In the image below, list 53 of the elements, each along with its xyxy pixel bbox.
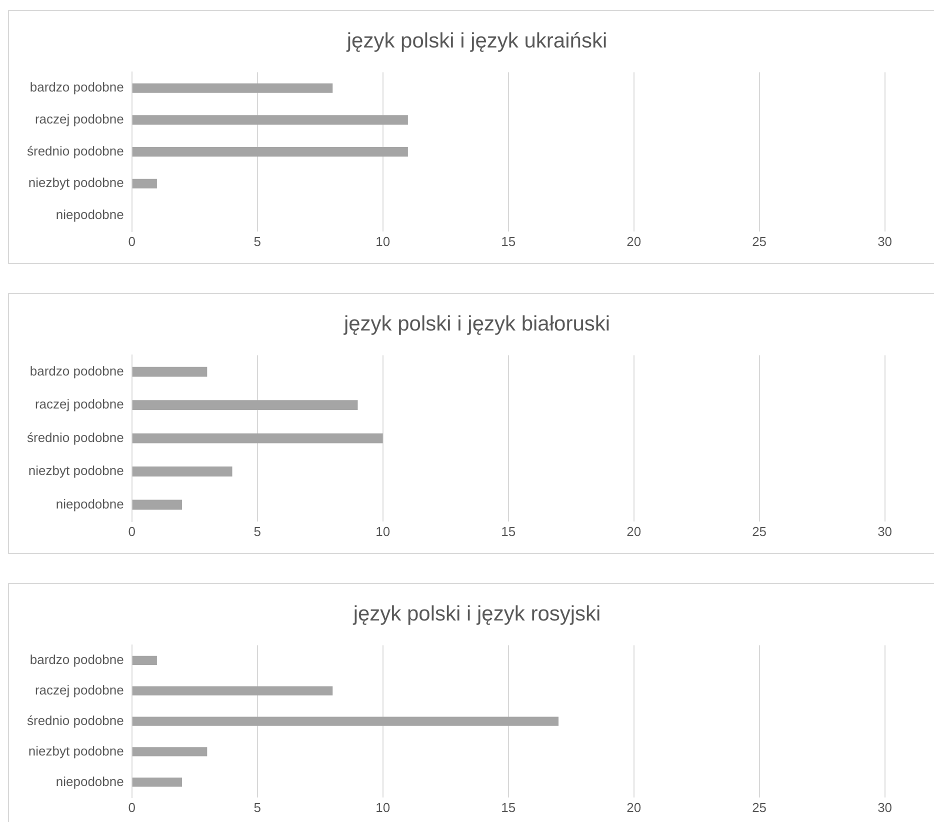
bar [132, 656, 157, 665]
y-tick-label: średnio podobne [27, 430, 124, 445]
bar [132, 366, 208, 377]
y-tick-label: bardzo podobne [30, 80, 124, 95]
bar [132, 747, 208, 756]
bar [132, 83, 333, 93]
bar [132, 115, 408, 125]
y-tick-label: niepodobne [56, 207, 124, 222]
y-tick-label: średnio podobne [27, 143, 124, 158]
y-tick-label: raczej podobne [34, 396, 124, 412]
x-tick-label: 20 [626, 800, 642, 815]
y-tick-label: niepodobne [56, 774, 124, 789]
x-tick-label: 30 [878, 524, 892, 539]
x-tick-label: 5 [254, 524, 261, 539]
bar [132, 400, 358, 410]
x-tick-label: 25 [752, 800, 767, 815]
x-tick-label: 20 [626, 234, 642, 249]
chart-title: język polski i język ukraiński [346, 29, 608, 52]
bar [132, 147, 408, 157]
x-tick-label: 25 [752, 524, 767, 539]
x-tick-label: 0 [128, 800, 136, 815]
y-tick-label: bardzo podobne [30, 652, 124, 667]
x-tick-label: 15 [501, 524, 516, 539]
bar [132, 716, 559, 726]
bar [132, 466, 232, 477]
x-tick-label: 10 [376, 800, 390, 815]
bar [132, 433, 383, 444]
x-tick-label: 10 [376, 234, 390, 249]
x-tick-label: 30 [878, 800, 892, 815]
x-tick-label: 0 [128, 524, 136, 539]
x-tick-label: 25 [752, 234, 767, 249]
x-tick-label: 5 [254, 234, 261, 249]
bar [132, 778, 182, 787]
y-tick-label: raczej podobne [34, 112, 124, 127]
y-tick-label: niezbyt podobne [28, 743, 124, 758]
bar [132, 686, 333, 696]
x-tick-label: 5 [254, 800, 261, 815]
x-tick-label: 20 [626, 524, 642, 539]
x-tick-label: 15 [501, 800, 516, 815]
x-tick-label: 0 [128, 234, 136, 249]
x-tick-label: 30 [878, 234, 892, 249]
y-tick-label: raczej podobne [34, 682, 124, 698]
x-tick-label: 10 [376, 524, 390, 539]
y-tick-label: bardzo podobne [30, 363, 124, 378]
x-tick-label: 15 [501, 234, 516, 249]
chart-title: język polski i język białoruski [342, 312, 610, 336]
bar [132, 178, 157, 188]
chart-title: język polski i język rosyjski [352, 602, 601, 626]
y-tick-label: niezbyt podobne [28, 463, 124, 478]
y-tick-label: niezbyt podobne [28, 175, 124, 190]
y-tick-label: niepodobne [56, 496, 124, 512]
y-tick-label: średnio podobne [27, 712, 124, 728]
bar [132, 500, 182, 510]
